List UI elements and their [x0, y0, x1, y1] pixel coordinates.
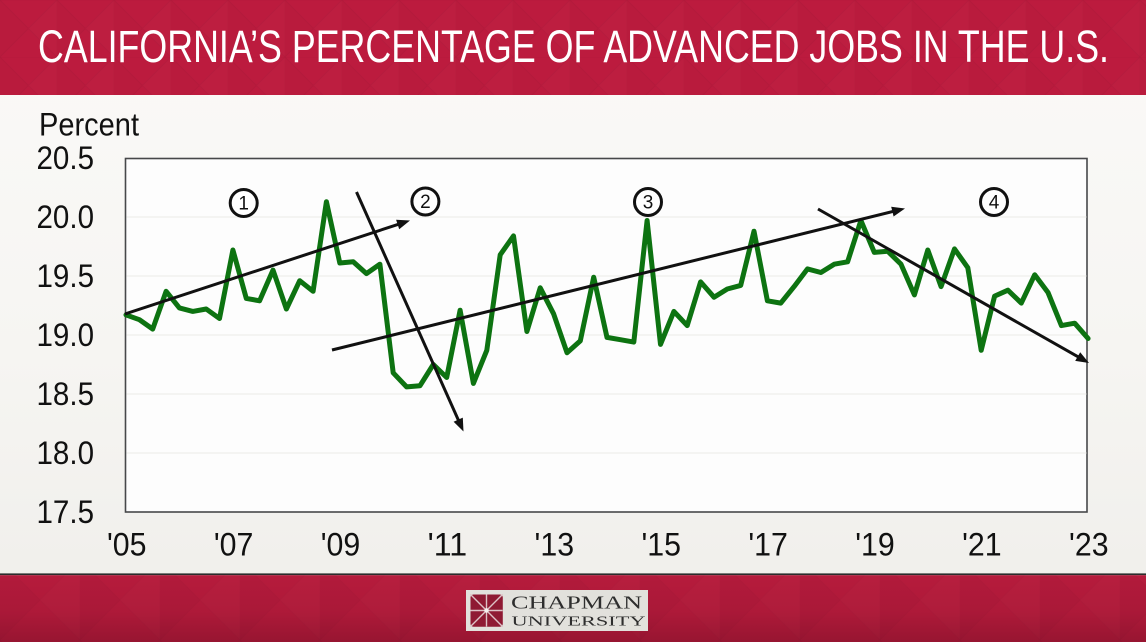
- svg-text:20.0: 20.0: [37, 199, 95, 235]
- svg-text:17.5: 17.5: [37, 494, 95, 530]
- svg-text:CALIFORNIA’S PERCENTAGE OF ADV: CALIFORNIA’S PERCENTAGE OF ADVANCED JOBS…: [38, 21, 1109, 72]
- svg-text:'21: '21: [962, 527, 1002, 563]
- svg-text:1: 1: [238, 194, 249, 215]
- svg-text:3: 3: [643, 193, 654, 214]
- svg-text:20.5: 20.5: [37, 140, 95, 176]
- svg-text:4: 4: [989, 193, 1000, 214]
- svg-text:'05: '05: [107, 527, 147, 563]
- svg-text:18.0: 18.0: [37, 435, 95, 471]
- svg-text:19.0: 19.0: [37, 317, 95, 353]
- svg-text:19.5: 19.5: [37, 258, 95, 294]
- svg-text:'23: '23: [1069, 527, 1109, 563]
- svg-text:CHAPMAN: CHAPMAN: [511, 593, 642, 613]
- svg-text:'09: '09: [321, 527, 361, 563]
- svg-text:'13: '13: [535, 527, 575, 563]
- svg-text:'11: '11: [428, 527, 468, 563]
- svg-text:'07: '07: [214, 527, 254, 563]
- svg-text:UNIVERSITY: UNIVERSITY: [512, 614, 647, 629]
- svg-text:Percent: Percent: [39, 107, 139, 143]
- svg-text:'15: '15: [641, 527, 681, 563]
- svg-text:'17: '17: [748, 527, 788, 563]
- svg-text:'19: '19: [855, 527, 895, 563]
- svg-text:2: 2: [420, 192, 431, 213]
- svg-text:18.5: 18.5: [37, 376, 95, 412]
